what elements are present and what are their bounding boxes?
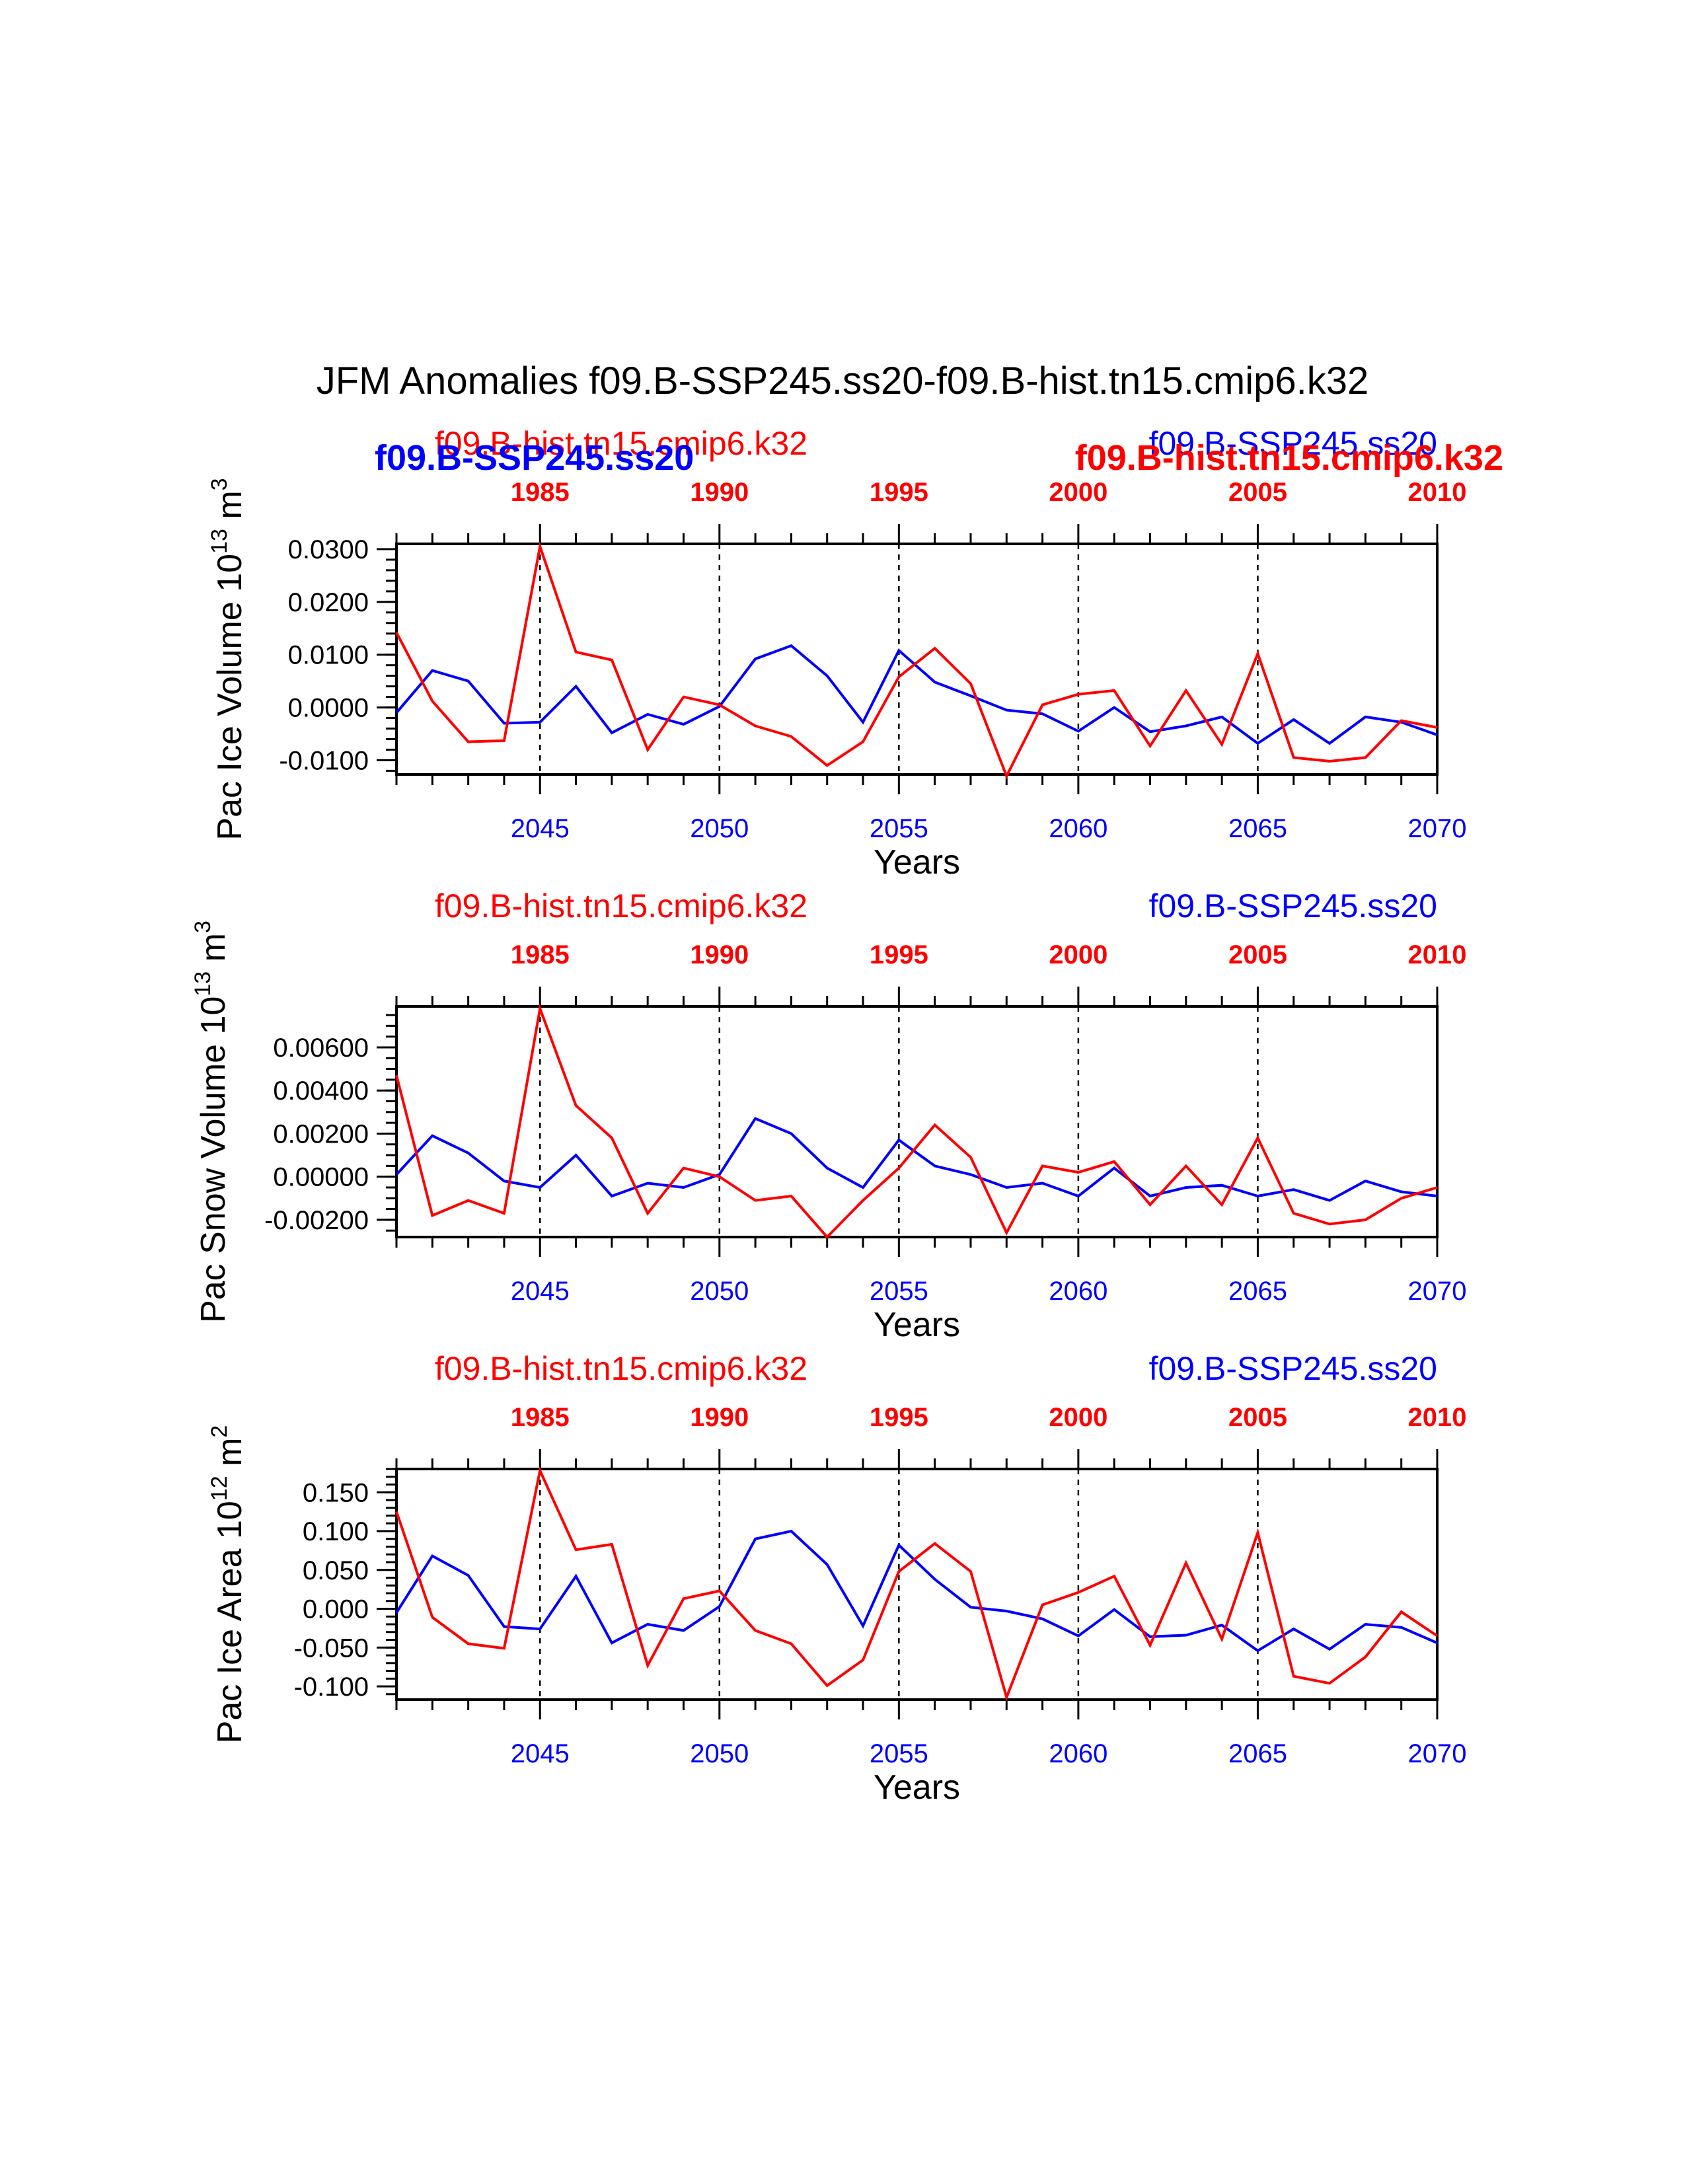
- top-tick-label: 1985: [511, 940, 570, 969]
- y-axis-label-exponent: 13: [190, 971, 215, 997]
- series-line-hist: [395, 1466, 1439, 1702]
- x-axis-label: Years: [874, 843, 960, 882]
- top-tick-label: 1995: [870, 940, 928, 969]
- y-axis-label-text: Pac Snow Volume 10: [194, 997, 233, 1323]
- ssp-case-label: f09.B-SSP245.ss20: [1149, 887, 1437, 924]
- y-tick-label: -0.00200: [264, 1206, 369, 1235]
- y-tick-label: -0.050: [294, 1634, 369, 1663]
- y-axis-label: Pac Snow Volume 1013 m3: [190, 921, 233, 1323]
- top-tick-label: 1990: [690, 478, 749, 507]
- y-axis-label-text: Pac Ice Area 10: [211, 1501, 249, 1743]
- top-tick-label: 1995: [870, 478, 928, 507]
- y-tick-label: 0.0200: [288, 588, 369, 617]
- x-tick-label: 2045: [511, 814, 570, 843]
- x-tick-label: 2060: [1049, 814, 1107, 843]
- x-tick-label: 2065: [1228, 1277, 1287, 1306]
- x-tick-label: 2055: [870, 1739, 928, 1768]
- hist-case-label: f09.B-hist.tn15.cmip6.k32: [435, 425, 807, 462]
- x-tick-label: 2045: [511, 1739, 570, 1768]
- y-axis-label-unit-exponent: 3: [207, 478, 232, 490]
- top-tick-label: 2005: [1228, 478, 1287, 507]
- y-tick-label: 0.00200: [273, 1119, 369, 1148]
- chart-panel-3: 2045 2050 2055 2060 2065 2070 1985 1990 1995 2000…: [207, 1350, 1466, 1807]
- ssp-case-label: f09.B-SSP245.ss20: [1149, 425, 1437, 462]
- y-tick-label: 0.100: [303, 1517, 369, 1546]
- y-tick-label: 0.0100: [288, 641, 369, 670]
- top-tick-label: 2005: [1228, 1403, 1287, 1432]
- y-axis-label-exponent: 13: [207, 529, 232, 554]
- x-tick-label: 2045: [511, 1277, 570, 1306]
- y-axis-label: Pac Ice Area 1012 m2: [207, 1425, 249, 1744]
- y-axis-label: Pac Ice Volume 1013 m3: [207, 478, 249, 840]
- y-tick-label: 0.050: [303, 1556, 369, 1585]
- hist-case-label: f09.B-hist.tn15.cmip6.k32: [435, 887, 807, 924]
- top-tick-label: 2000: [1049, 478, 1107, 507]
- top-tick-label: 1990: [690, 940, 749, 969]
- x-tick-label: 2070: [1408, 1277, 1467, 1306]
- y-axis-label-exponent: 12: [207, 1476, 232, 1501]
- top-tick-label: 2000: [1049, 940, 1107, 969]
- x-axis-label: Years: [874, 1768, 960, 1807]
- x-tick-label: 2070: [1408, 814, 1467, 843]
- top-tick-label: 1995: [870, 1403, 928, 1432]
- series-line-ssp245: [395, 1117, 1438, 1202]
- y-tick-label: 0.00400: [273, 1076, 369, 1106]
- x-tick-label: 2055: [870, 814, 928, 843]
- x-tick-label: 2060: [1049, 1277, 1107, 1306]
- y-tick-label: 0.150: [303, 1478, 369, 1507]
- x-tick-label: 2050: [690, 1277, 749, 1306]
- top-tick-label: 2010: [1408, 478, 1467, 507]
- y-tick-label: 0.000: [303, 1595, 369, 1624]
- plot-frame: [395, 1005, 1439, 1238]
- y-axis-label-text: Pac Ice Volume 10: [211, 554, 249, 841]
- y-tick-label: -0.100: [294, 1673, 369, 1702]
- top-tick-label: 2000: [1049, 1403, 1107, 1432]
- top-tick-label: 1985: [511, 478, 570, 507]
- hist-case-label: f09.B-hist.tn15.cmip6.k32: [435, 1350, 807, 1387]
- ssp-case-label: f09.B-SSP245.ss20: [1149, 1350, 1437, 1387]
- y-tick-label: 0.00000: [273, 1163, 369, 1192]
- x-tick-label: 2055: [870, 1277, 928, 1306]
- series-line-hist: [395, 1003, 1438, 1239]
- y-axis-label-unit-exponent: 3: [190, 921, 215, 933]
- y-tick-label: 0.0000: [288, 694, 369, 723]
- figure-title: JFM Anomalies f09.B-SSP245.ss20-f09.B-hi…: [316, 359, 1369, 402]
- top-tick-label: 2010: [1408, 1403, 1467, 1432]
- plot-frame: [395, 543, 1439, 776]
- x-tick-label: 2050: [690, 814, 749, 843]
- series-line-ssp245: [395, 1529, 1438, 1653]
- top-tick-label: 2010: [1408, 940, 1467, 969]
- y-tick-label: 0.0300: [288, 535, 369, 564]
- chart-panel-2: 2045 2050 2055 2060 2065 2070 1985 1990 1995 2000…: [190, 887, 1466, 1344]
- x-tick-label: 2070: [1408, 1739, 1467, 1768]
- x-tick-label: 2060: [1049, 1739, 1107, 1768]
- x-axis-label: Years: [874, 1306, 960, 1344]
- plot-frame: [395, 1468, 1439, 1701]
- y-tick-label: -0.0100: [279, 746, 369, 775]
- x-tick-label: 2065: [1228, 814, 1287, 843]
- hist-case-label-bold: f09.B-hist.tn15.cmip6.k32: [1075, 438, 1503, 478]
- top-tick-label: 1985: [511, 1403, 570, 1432]
- x-tick-label: 2065: [1228, 1739, 1287, 1768]
- ssp-case-label-bold: f09.B-SSP245.ss20: [375, 438, 694, 478]
- series-line-ssp245: [395, 644, 1438, 745]
- top-tick-label: 1990: [690, 1403, 749, 1432]
- y-tick-label: 0.00600: [273, 1034, 369, 1063]
- series-line-hist: [395, 541, 1438, 780]
- y-axis-label-unit: m: [211, 490, 249, 529]
- y-axis-label-unit-exponent: 2: [207, 1425, 232, 1438]
- chart-panel-1: 2045 2050 2055 2060 2065 2070 1985 1990 1995 2000…: [207, 425, 1503, 882]
- top-tick-label: 2005: [1228, 940, 1287, 969]
- x-tick-label: 2050: [690, 1739, 749, 1768]
- y-axis-label-unit: m: [194, 933, 233, 971]
- y-axis-label-unit: m: [211, 1438, 249, 1476]
